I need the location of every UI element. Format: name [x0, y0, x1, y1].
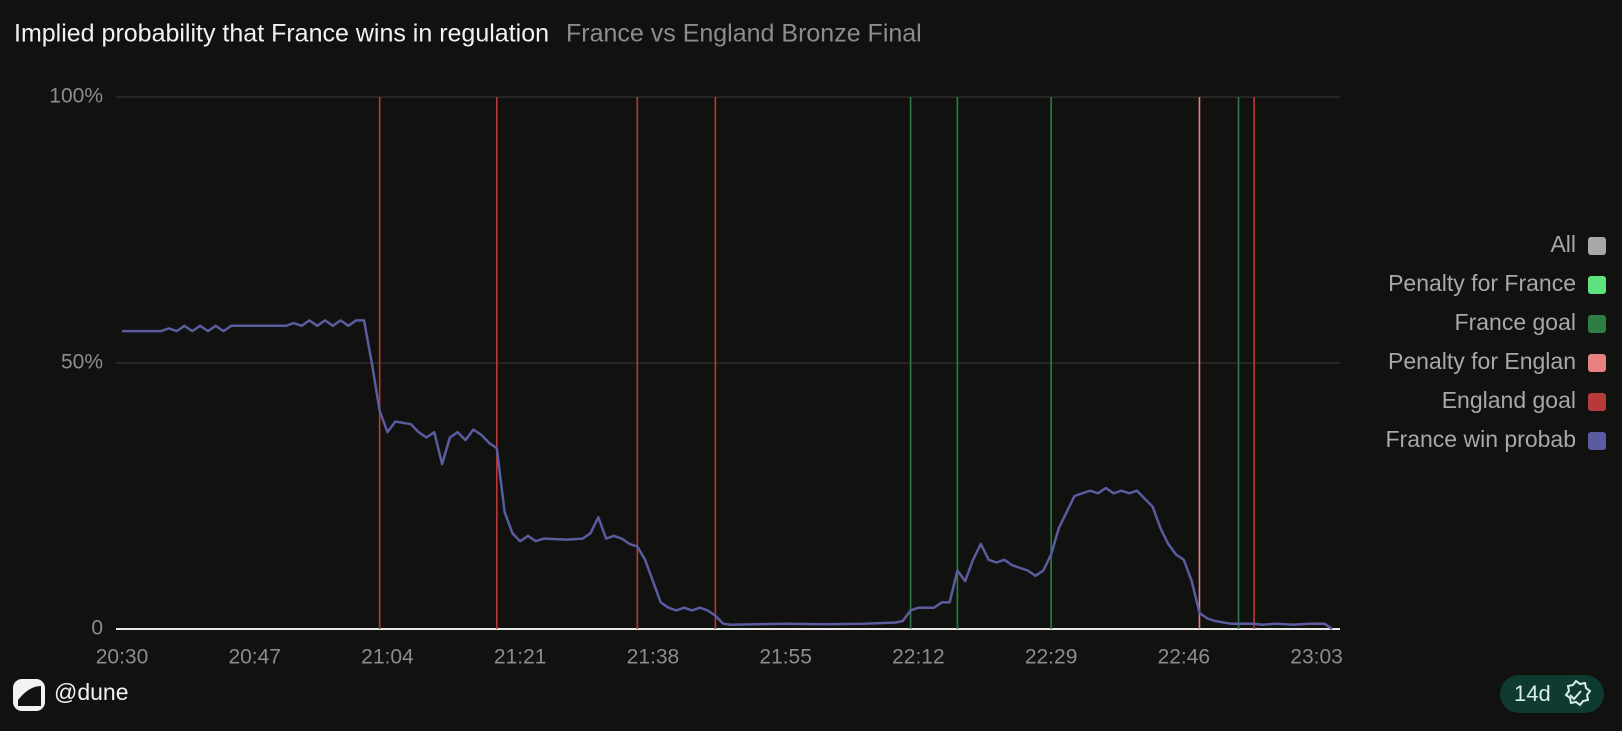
legend-toggle-label[interactable]: All [1550, 231, 1576, 257]
legend-item-label[interactable]: England goal [1442, 387, 1576, 413]
chart-subtitle: France vs England Bronze Final [566, 20, 922, 48]
x-tick-label: 22:12 [892, 646, 945, 669]
x-tick-label: 21:21 [494, 646, 547, 669]
x-tick-label: 21:04 [361, 646, 414, 669]
y-tick-label: 50% [61, 351, 103, 374]
dune-logo [13, 679, 45, 711]
y-tick-label: 0 [91, 617, 103, 640]
probability-line [122, 319, 1333, 631]
legend-item-label[interactable]: Penalty for France [1388, 270, 1576, 296]
legend-item-swatch[interactable] [1588, 393, 1606, 411]
legend-item-label[interactable]: France goal [1455, 309, 1576, 335]
legend-item-swatch[interactable] [1588, 432, 1606, 450]
x-tick-label: 21:38 [627, 646, 680, 669]
legend-item-label[interactable]: Penalty for Englan [1388, 348, 1576, 374]
legend-toggle-swatch[interactable] [1588, 237, 1606, 255]
x-tick-label: 22:46 [1158, 646, 1211, 669]
y-tick-label: 100% [49, 85, 103, 108]
brand: @dune [54, 679, 129, 705]
legend-item-swatch[interactable] [1588, 354, 1606, 372]
legend-item-swatch[interactable] [1588, 315, 1606, 333]
badge-icon [1564, 679, 1592, 707]
legend-item-label[interactable]: France win probab [1386, 426, 1577, 452]
chart-title: Implied probability that France wins in … [14, 20, 549, 48]
x-tick-label: 20:30 [96, 646, 149, 669]
x-tick-label: 22:29 [1025, 646, 1078, 669]
legend-item-swatch[interactable] [1588, 276, 1606, 294]
badge-label: 14d [1514, 681, 1551, 706]
x-tick-label: 20:47 [228, 646, 281, 669]
x-tick-label: 23:03 [1290, 646, 1343, 669]
x-tick-label: 21:55 [759, 646, 812, 669]
